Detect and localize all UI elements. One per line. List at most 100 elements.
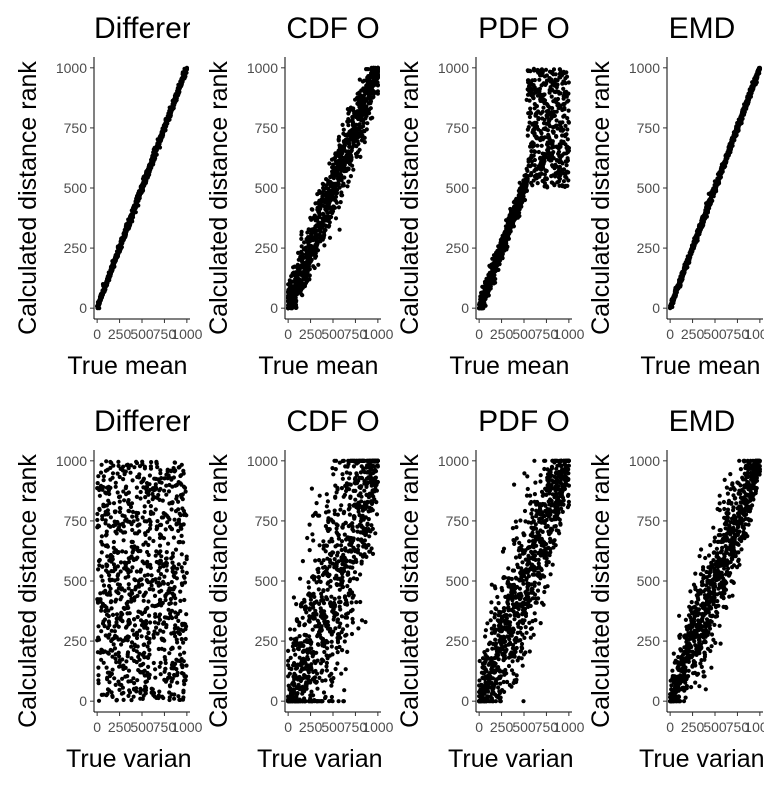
data-point xyxy=(100,578,105,583)
data-point xyxy=(124,484,129,489)
data-point xyxy=(566,178,571,183)
data-point xyxy=(132,209,137,214)
data-point xyxy=(95,517,100,523)
data-point xyxy=(554,109,559,114)
x-tick-label: 500 xyxy=(703,326,727,342)
data-point xyxy=(143,679,148,685)
data-point xyxy=(364,83,370,88)
data-point xyxy=(342,169,347,174)
data-point xyxy=(159,588,164,593)
data-point xyxy=(325,210,330,215)
data-point xyxy=(180,582,185,588)
data-point xyxy=(114,612,120,617)
data-point xyxy=(98,591,103,596)
data-point xyxy=(549,94,554,99)
data-point xyxy=(355,139,360,144)
data-point xyxy=(113,480,118,485)
data-point xyxy=(336,205,341,210)
data-point xyxy=(128,555,133,561)
data-point xyxy=(334,153,339,159)
data-point xyxy=(111,642,116,647)
data-point xyxy=(118,569,123,574)
data-point xyxy=(161,515,166,520)
data-point xyxy=(172,460,177,465)
data-point xyxy=(131,548,136,553)
data-point xyxy=(130,478,135,483)
data-point xyxy=(364,97,369,102)
data-point xyxy=(366,74,371,79)
data-point xyxy=(164,492,169,497)
x-axis-title: True mean ra xyxy=(449,352,598,380)
data-point xyxy=(174,522,179,527)
data-point xyxy=(107,623,112,628)
data-point xyxy=(97,493,102,498)
data-point xyxy=(182,682,187,687)
data-point xyxy=(364,127,369,132)
data-point xyxy=(330,174,335,179)
y-tick-label: 750 xyxy=(64,120,88,136)
data-point xyxy=(309,233,314,238)
data-point xyxy=(305,258,310,263)
data-point xyxy=(323,198,329,203)
data-point xyxy=(333,216,339,221)
data-point xyxy=(134,569,139,574)
data-point xyxy=(181,540,186,545)
data-point xyxy=(320,216,325,221)
data-point xyxy=(130,539,135,545)
data-point xyxy=(525,127,531,132)
scatter-points xyxy=(95,65,189,311)
data-point xyxy=(99,574,104,579)
data-point xyxy=(184,612,189,617)
x-tick-label: 500 xyxy=(130,326,154,342)
data-point xyxy=(368,79,373,84)
data-point xyxy=(110,648,115,653)
data-point xyxy=(535,143,540,148)
data-point xyxy=(361,124,366,129)
data-point xyxy=(103,588,108,594)
data-point xyxy=(110,475,115,480)
data-point xyxy=(162,677,167,683)
data-point xyxy=(163,660,168,666)
data-point xyxy=(336,167,341,172)
data-point xyxy=(173,610,178,615)
data-point xyxy=(104,665,109,670)
data-point xyxy=(183,627,188,632)
data-point xyxy=(697,230,702,235)
data-point xyxy=(116,459,121,464)
data-point xyxy=(178,697,183,703)
y-tick-label: 500 xyxy=(64,180,88,196)
data-point xyxy=(162,647,167,652)
data-point xyxy=(488,286,493,291)
data-point xyxy=(154,549,159,554)
data-point xyxy=(140,515,145,520)
data-point xyxy=(169,580,174,585)
data-point xyxy=(117,494,123,499)
data-point xyxy=(147,587,152,592)
data-point xyxy=(346,159,351,164)
data-point xyxy=(167,675,173,680)
data-point xyxy=(351,167,356,172)
data-point xyxy=(104,459,109,464)
data-point xyxy=(375,75,380,80)
data-point xyxy=(157,145,163,150)
data-point xyxy=(150,578,155,583)
data-point xyxy=(174,482,179,487)
data-point xyxy=(149,583,154,588)
data-point xyxy=(164,623,169,628)
data-point xyxy=(122,498,127,503)
data-point xyxy=(117,499,122,504)
data-point xyxy=(112,629,117,634)
data-point xyxy=(530,183,535,188)
data-point xyxy=(147,473,152,478)
data-point xyxy=(176,694,181,699)
data-point xyxy=(560,120,565,125)
data-point xyxy=(292,283,297,289)
data-point xyxy=(542,159,547,164)
data-point xyxy=(99,534,104,539)
data-point xyxy=(172,696,177,701)
data-point xyxy=(178,589,183,594)
data-point xyxy=(562,107,567,112)
panel-4: EMD0250500750100002505007501000True mean… xyxy=(587,12,764,380)
